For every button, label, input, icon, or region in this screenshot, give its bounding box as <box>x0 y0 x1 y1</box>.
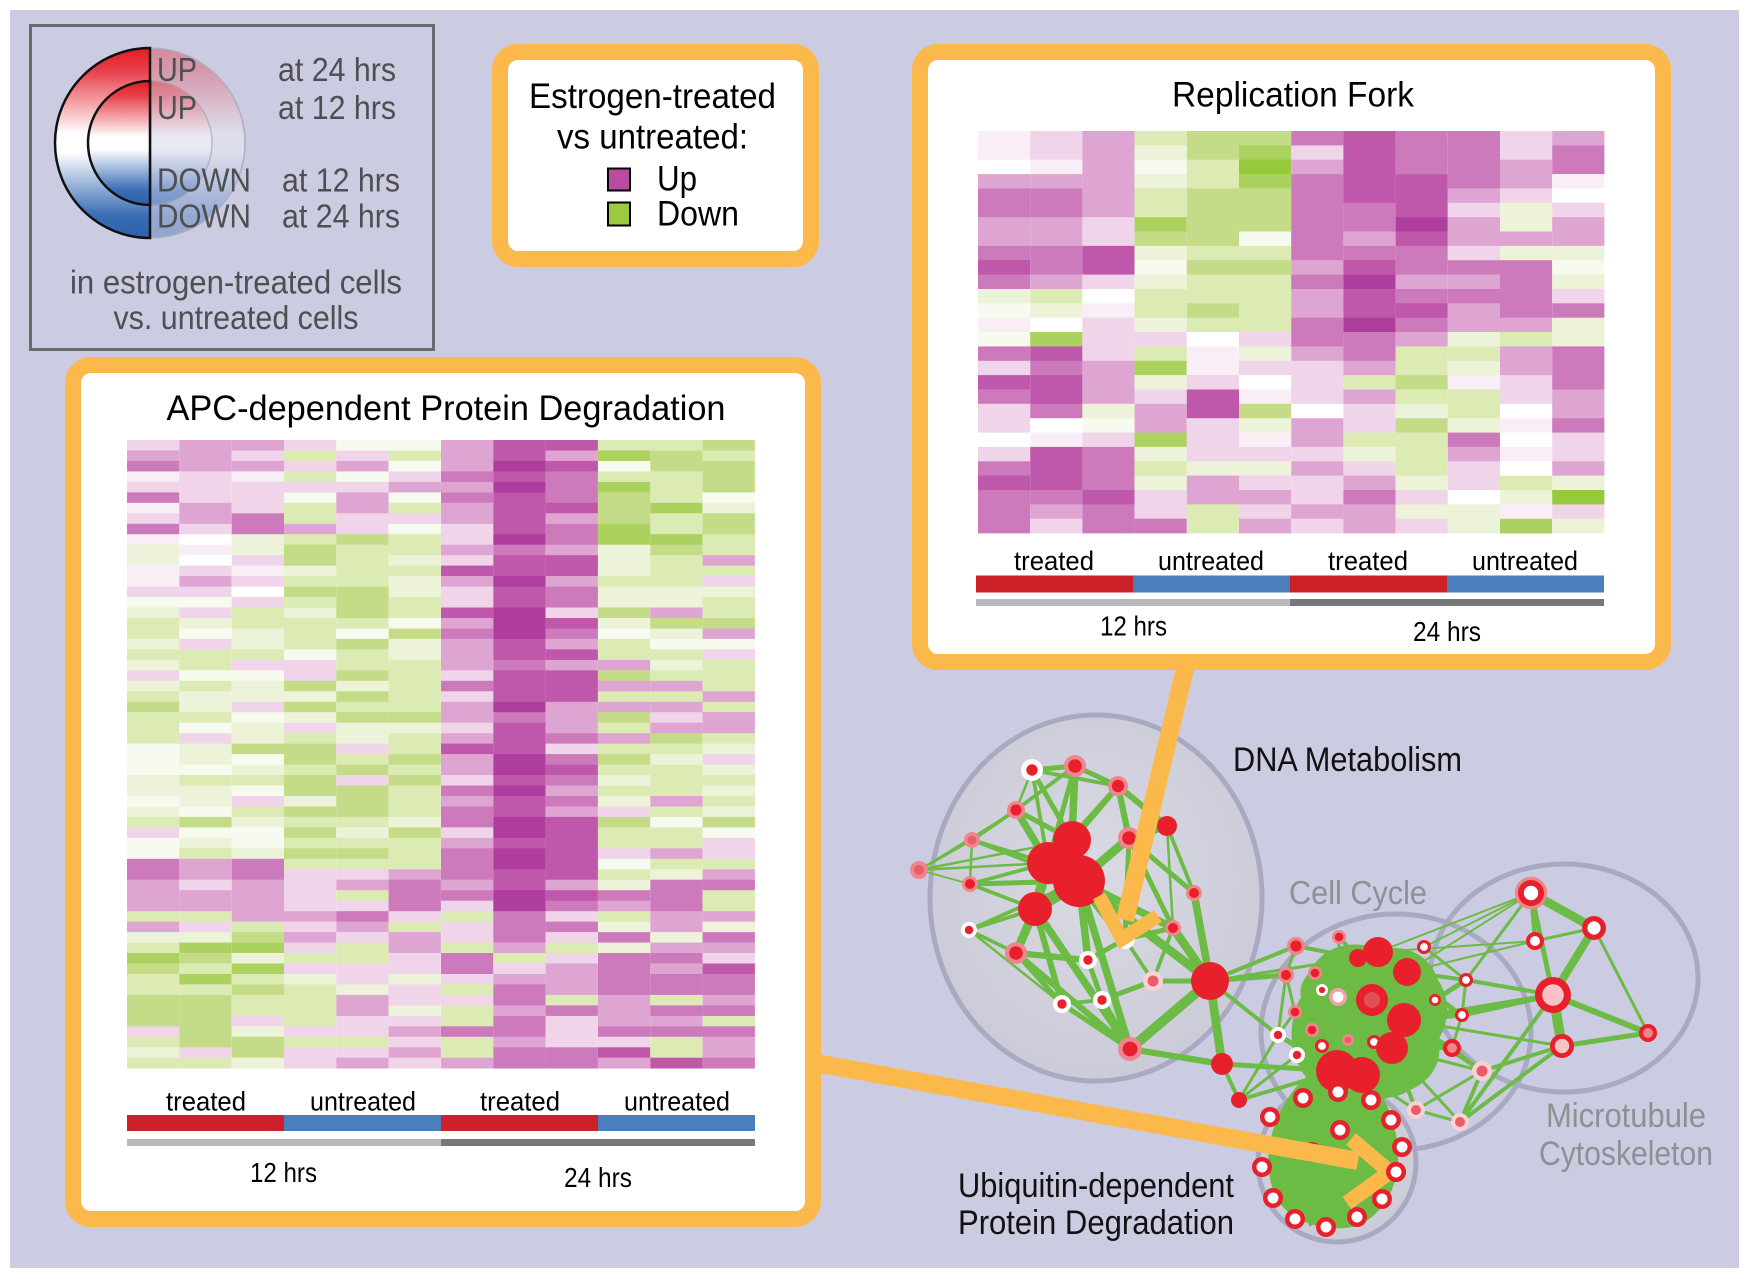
svg-text:Replication Fork: Replication Fork <box>1172 76 1414 115</box>
svg-text:vs untreated:: vs untreated: <box>557 118 748 157</box>
svg-text:treated: treated <box>166 1087 246 1117</box>
svg-text:Ubiquitin-dependent: Ubiquitin-dependent <box>958 1167 1234 1205</box>
svg-text:in estrogen-treated cells: in estrogen-treated cells <box>70 264 402 301</box>
svg-text:DOWN: DOWN <box>157 162 251 199</box>
svg-text:12 hrs: 12 hrs <box>250 1157 317 1188</box>
svg-text:24 hrs: 24 hrs <box>564 1162 632 1193</box>
svg-text:24 hrs: 24 hrs <box>1413 616 1481 647</box>
svg-text:at 24 hrs: at 24 hrs <box>282 198 400 235</box>
svg-text:Up: Up <box>657 160 697 199</box>
svg-text:treated: treated <box>1328 546 1408 576</box>
svg-text:Protein Degradation: Protein Degradation <box>958 1204 1234 1242</box>
svg-text:untreated: untreated <box>624 1087 730 1117</box>
svg-text:treated: treated <box>480 1087 560 1117</box>
svg-text:UP: UP <box>157 51 197 88</box>
svg-text:Down: Down <box>657 195 739 234</box>
svg-text:untreated: untreated <box>310 1087 416 1117</box>
svg-text:DNA Metabolism: DNA Metabolism <box>1233 741 1462 779</box>
svg-text:Estrogen-treated: Estrogen-treated <box>529 77 776 116</box>
svg-text:untreated: untreated <box>1472 546 1578 576</box>
svg-text:treated: treated <box>1014 546 1094 576</box>
svg-text:APC-dependent Protein Degradat: APC-dependent Protein Degradation <box>167 389 726 428</box>
svg-text:UP: UP <box>157 89 197 126</box>
svg-text:Microtubule: Microtubule <box>1546 1097 1706 1135</box>
svg-text:untreated: untreated <box>1158 546 1264 576</box>
svg-text:DOWN: DOWN <box>157 198 251 235</box>
svg-text:at 12 hrs: at 12 hrs <box>278 89 396 126</box>
svg-text:Cytoskeleton: Cytoskeleton <box>1539 1135 1713 1173</box>
svg-text:Cell Cycle: Cell Cycle <box>1289 874 1427 911</box>
svg-text:at 12 hrs: at 12 hrs <box>282 162 400 199</box>
svg-text:vs. untreated cells: vs. untreated cells <box>114 299 359 336</box>
svg-text:12 hrs: 12 hrs <box>1100 611 1167 642</box>
svg-text:at 24 hrs: at 24 hrs <box>278 51 396 88</box>
